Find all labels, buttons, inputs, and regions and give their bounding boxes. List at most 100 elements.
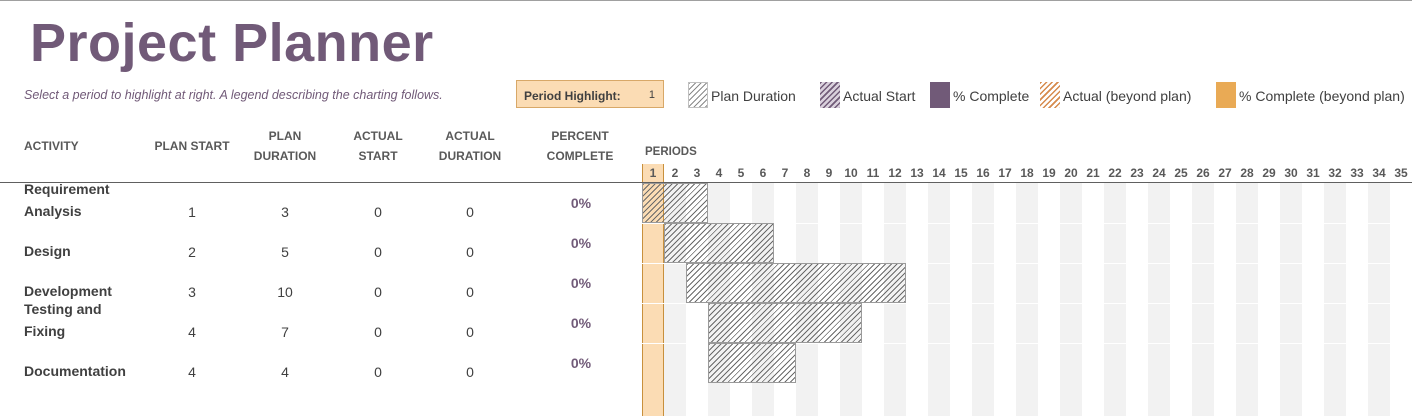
row-separator xyxy=(642,303,1412,304)
plan-start-cell[interactable]: 1 xyxy=(188,204,196,220)
plan-duration-bar xyxy=(686,263,906,303)
period-number[interactable]: 9 xyxy=(825,166,833,180)
legend-label: % Complete (beyond plan) xyxy=(1239,88,1405,104)
plan-duration-bar xyxy=(664,223,774,263)
header-plan-duration-1: PLAN xyxy=(268,129,302,143)
period-number[interactable]: 31 xyxy=(1306,166,1320,180)
header-periods: PERIODS xyxy=(645,146,697,158)
period-number[interactable]: 29 xyxy=(1262,166,1276,180)
activity-name[interactable]: Development xyxy=(24,283,112,299)
percent-complete-cell[interactable]: 0% xyxy=(570,315,592,331)
percent-complete-beyond-swatch xyxy=(1216,82,1236,108)
plan-duration-bar xyxy=(708,343,796,383)
plan-duration-cell[interactable]: 7 xyxy=(281,324,289,340)
period-number[interactable]: 8 xyxy=(803,166,811,180)
period-number[interactable]: 19 xyxy=(1042,166,1056,180)
period-number[interactable]: 2 xyxy=(671,166,679,180)
period-number[interactable]: 17 xyxy=(998,166,1012,180)
actual-duration-cell[interactable]: 0 xyxy=(466,244,474,260)
period-number[interactable]: 5 xyxy=(737,166,745,180)
period-number[interactable]: 12 xyxy=(888,166,902,180)
period-column-stripe xyxy=(928,183,950,416)
actual-duration-cell[interactable]: 0 xyxy=(466,204,474,220)
actual-start-cell[interactable]: 0 xyxy=(374,244,382,260)
header-actual-duration-2: DURATION xyxy=(438,149,502,163)
period-number[interactable]: 33 xyxy=(1350,166,1364,180)
period-number[interactable]: 20 xyxy=(1064,166,1078,180)
period-highlight-field[interactable]: Period Highlight: 1 xyxy=(516,80,664,108)
period-number[interactable]: 10 xyxy=(844,166,858,180)
plan-duration-cell[interactable]: 4 xyxy=(281,364,289,380)
plan-start-cell[interactable]: 2 xyxy=(188,244,196,260)
period-highlight-value[interactable]: 1 xyxy=(648,89,655,101)
period-number[interactable]: 32 xyxy=(1328,166,1342,180)
period-number[interactable]: 1 xyxy=(649,166,657,180)
header-divider xyxy=(0,182,1412,183)
plan-duration-cell[interactable]: 5 xyxy=(281,244,289,260)
plan-duration-cell[interactable]: 3 xyxy=(281,204,289,220)
period-column-stripe xyxy=(1016,183,1038,416)
page-title: Project Planner xyxy=(30,13,434,73)
percent-complete-cell[interactable]: 0% xyxy=(570,195,592,211)
percent-complete-cell[interactable]: 0% xyxy=(570,235,592,251)
period-number[interactable]: 6 xyxy=(759,166,767,180)
period-column-stripe xyxy=(1148,183,1170,416)
header-actual-duration-1: ACTUAL xyxy=(445,129,495,143)
activity-name[interactable]: Analysis xyxy=(24,203,82,219)
percent-complete-cell[interactable]: 0% xyxy=(570,275,592,291)
period-column-stripe xyxy=(1368,183,1390,416)
actual-beyond-swatch xyxy=(1040,82,1060,108)
plan-duration-bar xyxy=(708,303,862,343)
activity-name[interactable]: Documentation xyxy=(24,363,126,379)
period-number[interactable]: 3 xyxy=(693,166,701,180)
header-percent-complete-1: PERCENT xyxy=(551,129,609,143)
header-plan-duration-2: DURATION xyxy=(253,149,317,163)
period-column-stripe xyxy=(1060,183,1082,416)
activity-name-line1[interactable]: Requirement xyxy=(24,181,110,197)
period-number[interactable]: 30 xyxy=(1284,166,1298,180)
period-number[interactable]: 11 xyxy=(866,166,880,180)
period-number[interactable]: 28 xyxy=(1240,166,1254,180)
period-column-stripe xyxy=(1192,183,1214,416)
period-column-stripe xyxy=(1324,183,1346,416)
activity-name[interactable]: Fixing xyxy=(24,323,66,339)
plan-start-cell[interactable]: 4 xyxy=(188,364,196,380)
period-number[interactable]: 26 xyxy=(1196,166,1210,180)
plan-start-cell[interactable]: 3 xyxy=(188,284,196,300)
period-number[interactable]: 15 xyxy=(954,166,968,180)
period-number[interactable]: 27 xyxy=(1218,166,1232,180)
period-number[interactable]: 25 xyxy=(1174,166,1188,180)
header-activity: ACTIVITY xyxy=(24,139,79,153)
legend-label: Plan Duration xyxy=(711,88,796,104)
header-actual-start-1: ACTUAL xyxy=(353,129,403,143)
period-column-stripe xyxy=(1236,183,1258,416)
actual-start-cell[interactable]: 0 xyxy=(374,324,382,340)
plan-duration-cell[interactable]: 10 xyxy=(277,284,293,300)
period-number[interactable]: 4 xyxy=(715,166,723,180)
period-number[interactable]: 13 xyxy=(910,166,924,180)
actual-start-cell[interactable]: 0 xyxy=(374,284,382,300)
period-number[interactable]: 22 xyxy=(1108,166,1122,180)
percent-complete-cell[interactable]: 0% xyxy=(570,355,592,371)
actual-duration-cell[interactable]: 0 xyxy=(466,284,474,300)
period-number[interactable]: 7 xyxy=(781,166,789,180)
period-column-stripe xyxy=(972,183,994,416)
actual-duration-cell[interactable]: 0 xyxy=(466,364,474,380)
period-number[interactable]: 14 xyxy=(932,166,946,180)
period-number[interactable]: 18 xyxy=(1020,166,1034,180)
activity-name-line1[interactable]: Testing and xyxy=(24,301,102,317)
period-number[interactable]: 21 xyxy=(1086,166,1100,180)
period-number[interactable]: 24 xyxy=(1152,166,1166,180)
actual-start-cell[interactable]: 0 xyxy=(374,364,382,380)
actual-start-cell[interactable]: 0 xyxy=(374,204,382,220)
activity-name[interactable]: Design xyxy=(24,243,71,259)
period-number[interactable]: 16 xyxy=(976,166,990,180)
plan-duration-swatch xyxy=(688,82,708,108)
actual-duration-cell[interactable]: 0 xyxy=(466,324,474,340)
period-number[interactable]: 23 xyxy=(1130,166,1144,180)
highlighted-period-column xyxy=(642,164,664,416)
period-number[interactable]: 35 xyxy=(1394,166,1408,180)
period-highlight-label: Period Highlight: xyxy=(524,89,621,103)
period-number[interactable]: 34 xyxy=(1372,166,1386,180)
plan-start-cell[interactable]: 4 xyxy=(188,324,196,340)
